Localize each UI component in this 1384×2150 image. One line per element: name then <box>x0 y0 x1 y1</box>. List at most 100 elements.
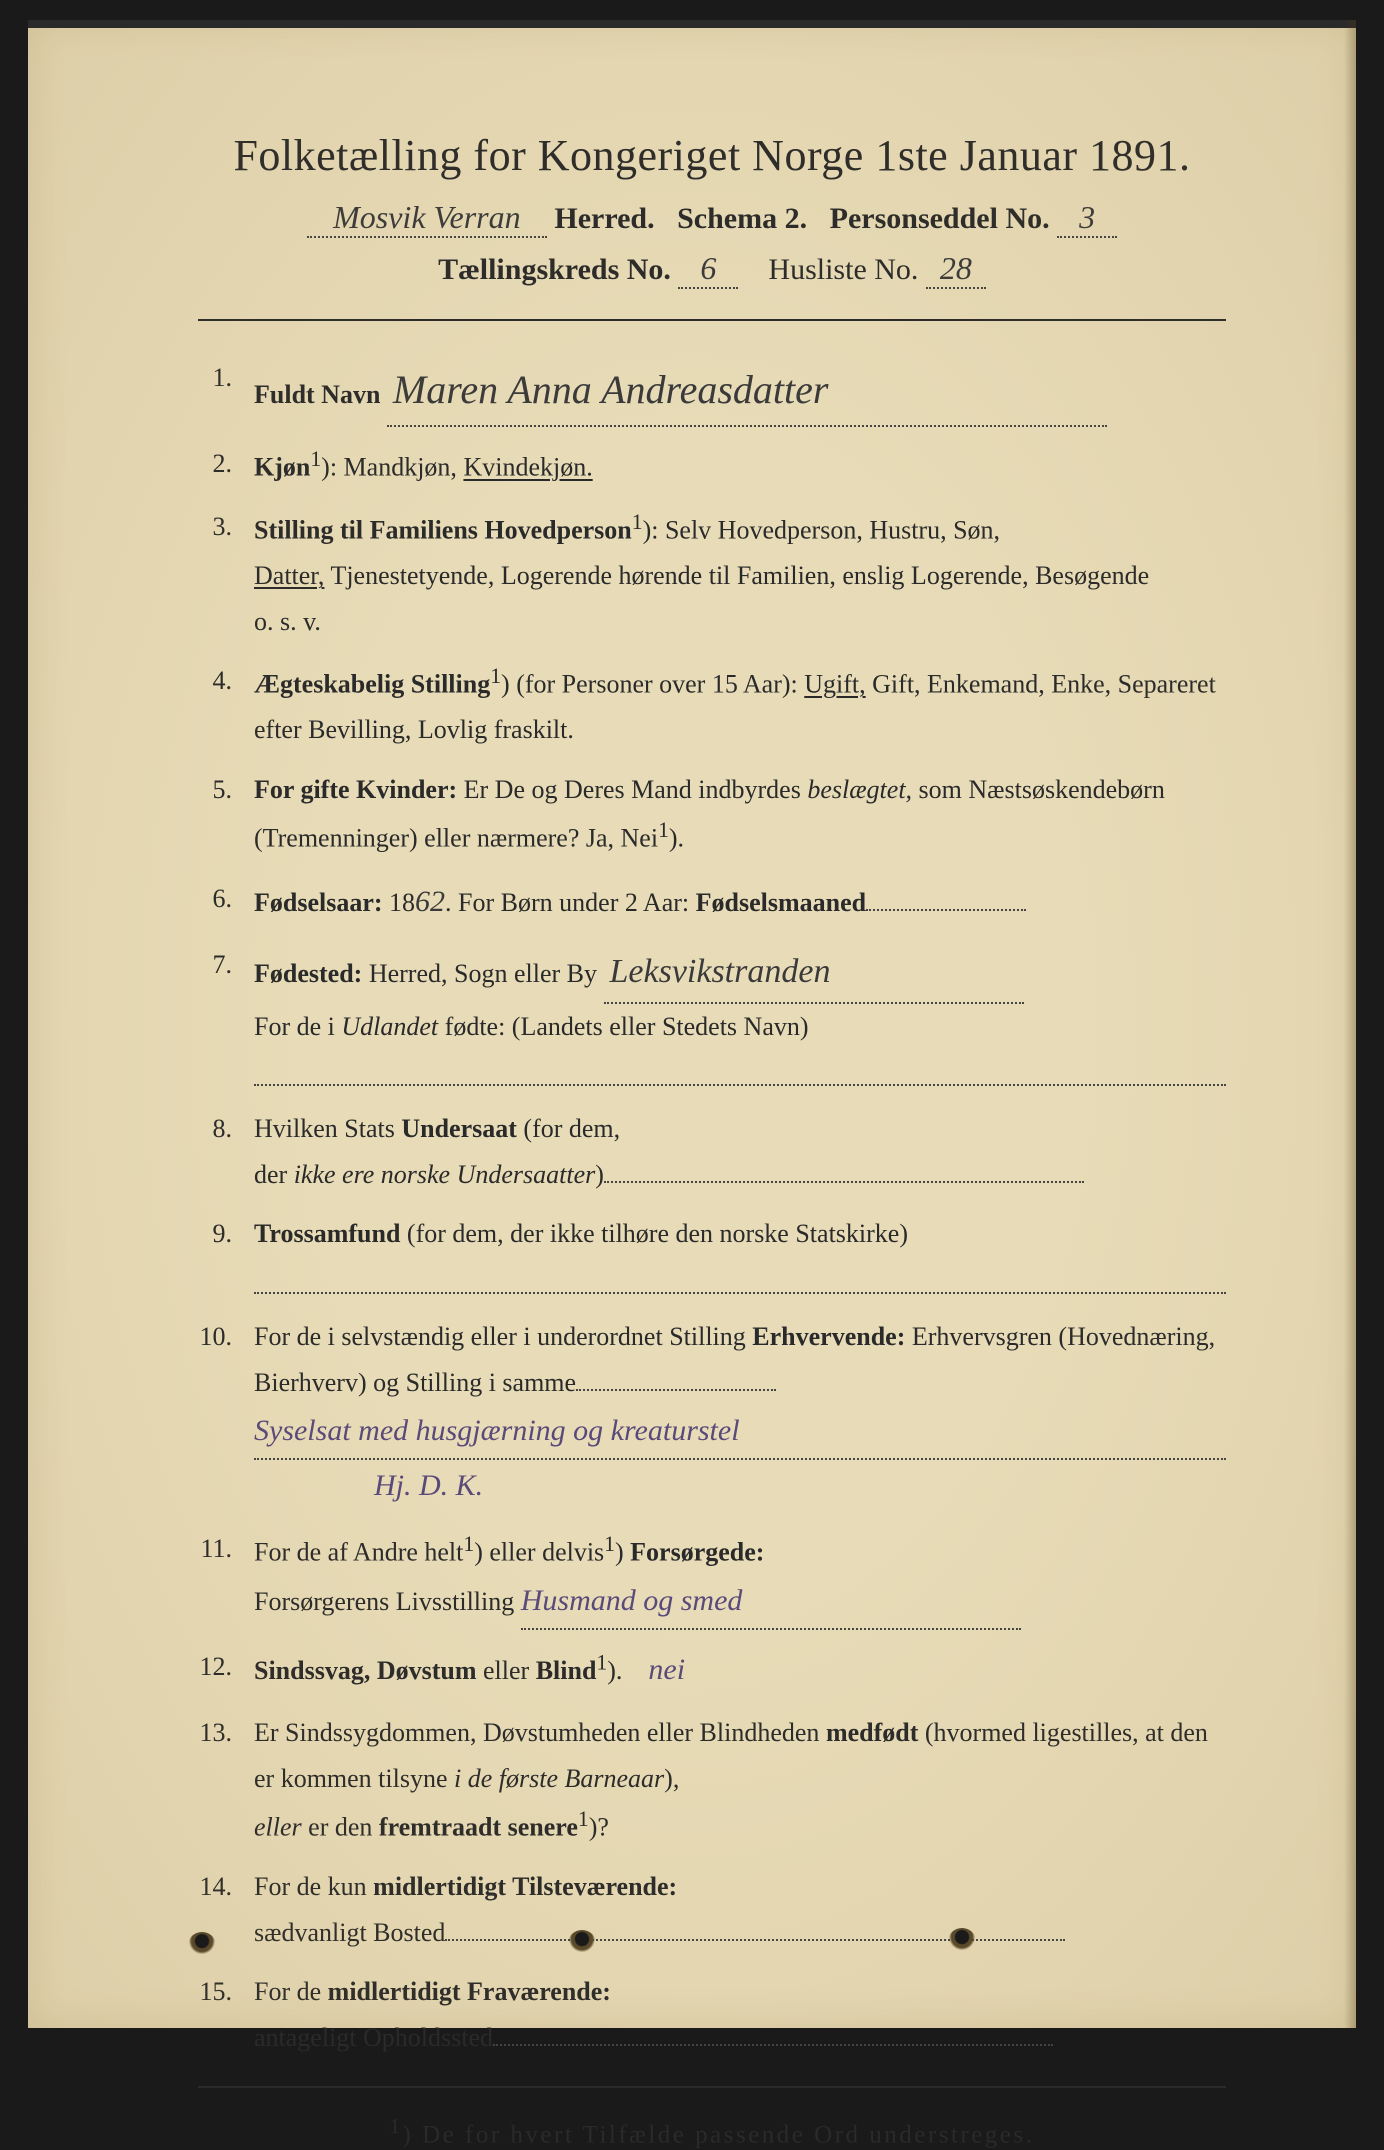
num-9: 9. <box>198 1211 254 1300</box>
num-11: 11. <box>198 1526 254 1630</box>
body-5: For gifte Kvinder: Er De og Deres Mand i… <box>254 767 1226 862</box>
q11-sup2: 1 <box>604 1532 615 1556</box>
q7-value: Leksvikstranden <box>604 942 1024 1004</box>
q13-text4: er den <box>302 1813 379 1842</box>
entry-15: 15. For de midlertidigt Fraværende: anta… <box>198 1969 1226 2060</box>
q12-label: Sindssvag, Døvstum <box>254 1656 477 1685</box>
q13-ital: i de første Barneaar <box>454 1764 664 1793</box>
q7-ital: Udlandet <box>341 1012 438 1041</box>
num-10: 10. <box>198 1314 254 1512</box>
q10-note: Hj. D. K. <box>374 1460 483 1513</box>
q8-text4: ) <box>595 1160 604 1189</box>
q9-label: Trossamfund <box>254 1219 400 1248</box>
q1-value: Maren Anna Andreasdatter <box>387 355 1107 427</box>
num-3: 3. <box>198 504 254 644</box>
entry-3: 3. Stilling til Familiens Hovedperson1):… <box>198 504 1226 644</box>
q11-text3: ) <box>615 1538 630 1567</box>
kreds-line: Tællingskreds No. 6 Husliste No. 28 <box>198 250 1226 289</box>
body-8: Hvilken Stats Undersaat (for dem, der ik… <box>254 1106 1226 1197</box>
q3-text3: o. s. v. <box>254 607 321 636</box>
q5-text1: Er De og Deres Mand indbyrdes <box>457 775 807 804</box>
form-header: Folketælling for Kongeriget Norge 1ste J… <box>198 130 1226 289</box>
husliste-no: 28 <box>926 250 986 289</box>
personseddel-no: 3 <box>1057 199 1117 238</box>
entry-1: 1. Fuldt Navn Maren Anna Andreasdatter <box>198 355 1226 427</box>
q7-label: Fødested: <box>254 959 362 988</box>
q14-text1: For de kun <box>254 1872 373 1901</box>
q2-underlined: Kvindekjøn. <box>463 453 592 482</box>
q15-text1: For de <box>254 1977 328 2006</box>
q3-underlined: Datter, <box>254 561 324 590</box>
q2-text: ): Mandkjøn, <box>321 453 463 482</box>
binding-hole-icon <box>568 1930 596 1956</box>
num-1: 1. <box>198 355 254 427</box>
edge-right <box>1344 20 1356 2028</box>
q3-label: Stilling til Familiens Hovedperson <box>254 516 632 545</box>
entry-8: 8. Hvilken Stats Undersaat (for dem, der… <box>198 1106 1226 1197</box>
num-4: 4. <box>198 658 254 753</box>
q8-blank <box>604 1181 1084 1183</box>
q3-text1: ): Selv Hovedperson, Hustru, Søn, <box>643 516 1000 545</box>
body-14: For de kun midlertidigt Tilsteværende: s… <box>254 1864 1226 1955</box>
num-7: 7. <box>198 942 254 1092</box>
q13-ital2: eller <box>254 1813 302 1842</box>
q10-text1: For de i selvstændig eller i underordnet… <box>254 1322 752 1351</box>
body-2: Kjøn1): Mandkjøn, Kvindekjøn. <box>254 441 1226 490</box>
schema-label: Schema 2. <box>677 202 807 235</box>
num-2: 2. <box>198 441 254 490</box>
q13-text5: )? <box>589 1813 609 1842</box>
q1-label: Fuldt Navn <box>254 380 380 409</box>
q8-label: Undersaat <box>401 1114 517 1143</box>
q3-sup: 1 <box>632 510 643 534</box>
footnote-text: ) De for hvert Tilfælde passende Ord und… <box>403 2122 1035 2149</box>
footnote: 1) De for hvert Tilfælde passende Ord un… <box>198 2114 1226 2149</box>
q14-label: midlertidigt Tilsteværende: <box>373 1872 677 1901</box>
q13-label: medfødt <box>826 1718 918 1747</box>
q2-label: Kjøn <box>254 453 310 482</box>
q5-label: For gifte Kvinder: <box>254 775 457 804</box>
q12-note: nei <box>648 1653 685 1686</box>
q14-text2: sædvanligt Bosted <box>254 1918 445 1947</box>
q7-blank <box>254 1055 1226 1086</box>
body-13: Er Sindssygdommen, Døvstumheden eller Bl… <box>254 1710 1226 1850</box>
q10-blank1 <box>576 1389 776 1391</box>
q13-text1: Er Sindssygdommen, Døvstumheden eller Bl… <box>254 1718 826 1747</box>
header-rule <box>198 319 1226 321</box>
q15-text2: antageligt Opholdssted <box>254 2023 493 2052</box>
footnote-sup: 1 <box>390 2114 403 2138</box>
q13-text3: ), <box>664 1764 679 1793</box>
entry-14: 14. For de kun midlertidigt Tilsteværend… <box>198 1864 1226 1955</box>
q11-sup1: 1 <box>463 1532 474 1556</box>
body-7: Fødested: Herred, Sogn eller By Leksviks… <box>254 942 1226 1092</box>
num-12: 12. <box>198 1644 254 1697</box>
q11-text2: ) eller delvis <box>474 1538 604 1567</box>
q12-text2: ). <box>607 1656 622 1685</box>
q6-label2: Fødselsmaaned <box>696 888 866 917</box>
body-9: Trossamfund (for dem, der ikke tilhøre d… <box>254 1211 1226 1300</box>
body-6: Fødselsaar: 1862. For Børn under 2 Aar: … <box>254 876 1226 929</box>
q7-text2: For de i <box>254 1012 341 1041</box>
q6-text2: . For Børn under 2 Aar: <box>445 888 696 917</box>
num-15: 15. <box>198 1969 254 2060</box>
herred-line: Mosvik Verran Herred. Schema 2. Personse… <box>198 199 1226 238</box>
q8-text1: Hvilken Stats <box>254 1114 401 1143</box>
q12-label2: Blind <box>536 1656 597 1685</box>
body-15: For de midlertidigt Fraværende: antageli… <box>254 1969 1226 2060</box>
body-10: For de i selvstændig eller i underordnet… <box>254 1314 1226 1512</box>
body-12: Sindssvag, Døvstum eller Blind1). nei <box>254 1644 1226 1697</box>
entry-13: 13. Er Sindssygdommen, Døvstumheden elle… <box>198 1710 1226 1850</box>
q8-text3: der <box>254 1160 294 1189</box>
binding-hole-icon <box>948 1928 976 1954</box>
q8-ital: ikke ere norske Undersaatter <box>294 1160 596 1189</box>
q4-underlined: Ugift, <box>804 670 865 699</box>
q11-text4: Forsørgerens Livsstilling <box>254 1587 514 1616</box>
q11-label: Forsørgede: <box>630 1538 764 1567</box>
q6-year: 62 <box>415 876 445 929</box>
q6-yp: 18 <box>383 888 416 917</box>
edge-top <box>28 20 1356 28</box>
census-form-page: Folketælling for Kongeriget Norge 1ste J… <box>28 20 1356 2028</box>
q6-label: Fødselsaar: <box>254 888 383 917</box>
footer-rule <box>198 2086 1226 2088</box>
entry-6: 6. Fødselsaar: 1862. For Børn under 2 Aa… <box>198 876 1226 929</box>
q15-label: midlertidigt Fraværende: <box>328 1977 611 2006</box>
